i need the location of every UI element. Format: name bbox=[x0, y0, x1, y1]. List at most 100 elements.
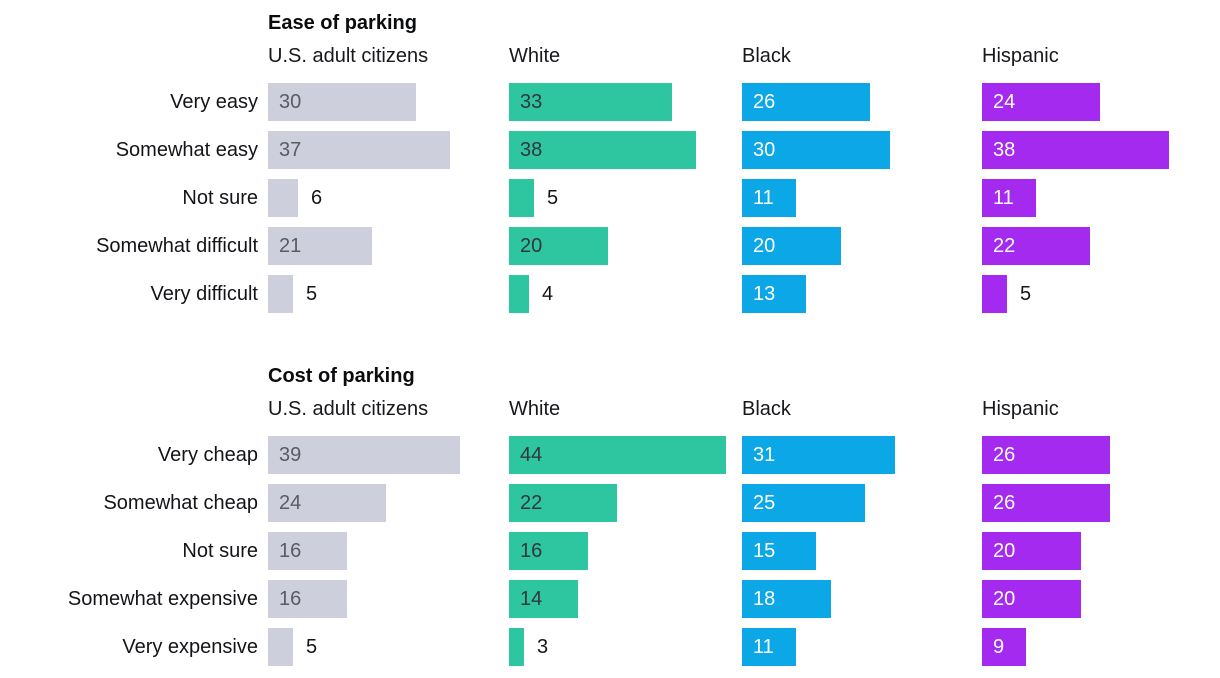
bar-value: 4 bbox=[542, 283, 554, 305]
bar-value: 20 bbox=[753, 235, 776, 257]
bar-black-somewhat-difficult: 20 bbox=[742, 227, 841, 265]
bar-hispanic-not-sure: 20 bbox=[982, 532, 1081, 570]
chart-title: Cost of parking bbox=[268, 365, 415, 387]
bar-value: 16 bbox=[279, 540, 302, 562]
bar-value: 20 bbox=[993, 540, 1016, 562]
column-header-black: Black bbox=[742, 45, 791, 67]
bar-u-s-adult-citizens-somewhat-expensive: 16 bbox=[268, 580, 347, 618]
bar-value: 13 bbox=[753, 283, 776, 305]
bar-value: 33 bbox=[520, 91, 543, 113]
bar-value: 16 bbox=[520, 540, 543, 562]
chart-title: Ease of parking bbox=[268, 12, 417, 34]
bar-white-somewhat-easy: 38 bbox=[509, 131, 696, 169]
bar-value: 18 bbox=[753, 588, 776, 610]
bar-hispanic-somewhat-expensive: 20 bbox=[982, 580, 1081, 618]
bar-hispanic-somewhat-difficult: 22 bbox=[982, 227, 1090, 265]
column-header-white: White bbox=[509, 45, 561, 67]
bar-black-very-difficult: 13 bbox=[742, 275, 806, 313]
category-label-very-cheap: Very cheap bbox=[157, 444, 258, 466]
category-label-somewhat-difficult: Somewhat difficult bbox=[96, 235, 258, 257]
bar-black-very-expensive: 11 bbox=[742, 628, 796, 666]
bar-value: 15 bbox=[753, 540, 776, 562]
column-header-black: Black bbox=[742, 398, 791, 420]
category-label-somewhat-cheap: Somewhat cheap bbox=[103, 492, 258, 514]
category-label-not-sure: Not sure bbox=[182, 540, 258, 562]
category-label-not-sure: Not sure bbox=[182, 187, 258, 209]
bar-value: 30 bbox=[279, 91, 302, 113]
column-header-white: White bbox=[509, 398, 561, 420]
bar-hispanic-somewhat-easy: 38 bbox=[982, 131, 1169, 169]
bar-white-somewhat-cheap: 22 bbox=[509, 484, 617, 522]
column-header-u-s-adult-citizens: U.S. adult citizens bbox=[268, 398, 429, 420]
bar-u-s-adult-citizens-not-sure: 16 bbox=[268, 532, 347, 570]
bar-value: 25 bbox=[753, 492, 776, 514]
bar-value: 38 bbox=[520, 139, 543, 161]
bar-black-somewhat-cheap: 25 bbox=[742, 484, 865, 522]
bar-white-somewhat-difficult: 20 bbox=[509, 227, 608, 265]
bar-value: 5 bbox=[306, 636, 318, 658]
bar-hispanic-very-expensive: 9 bbox=[982, 628, 1026, 666]
bar-hispanic-very-easy: 24 bbox=[982, 83, 1100, 121]
bar-black-somewhat-expensive: 18 bbox=[742, 580, 831, 618]
category-label-somewhat-easy: Somewhat easy bbox=[115, 139, 258, 161]
bar-value: 22 bbox=[520, 492, 543, 514]
category-label-very-expensive: Very expensive bbox=[122, 636, 258, 658]
bar-value: 26 bbox=[753, 91, 776, 113]
column-header-hispanic: Hispanic bbox=[982, 398, 1059, 420]
bar-u-s-adult-citizens-very-easy: 30 bbox=[268, 83, 416, 121]
bar-value: 20 bbox=[993, 588, 1016, 610]
bar-value: 9 bbox=[993, 636, 1005, 658]
bar-value: 5 bbox=[547, 187, 559, 209]
bar-value: 11 bbox=[753, 636, 774, 658]
bar-white-somewhat-expensive: 14 bbox=[509, 580, 578, 618]
bar-white-not-sure bbox=[509, 179, 534, 217]
bar-u-s-adult-citizens-somewhat-cheap: 24 bbox=[268, 484, 386, 522]
bar-white-very-easy: 33 bbox=[509, 83, 672, 121]
bar-value: 16 bbox=[279, 588, 302, 610]
bar-value: 24 bbox=[993, 91, 1016, 113]
bar-black-very-easy: 26 bbox=[742, 83, 870, 121]
bar-value: 11 bbox=[753, 187, 774, 209]
bar-hispanic-not-sure: 11 bbox=[982, 179, 1036, 217]
bar-hispanic-very-difficult bbox=[982, 275, 1007, 313]
bar-black-very-cheap: 31 bbox=[742, 436, 895, 474]
column-header-hispanic: Hispanic bbox=[982, 45, 1059, 67]
bar-u-s-adult-citizens-somewhat-easy: 37 bbox=[268, 131, 450, 169]
bar-value: 11 bbox=[993, 187, 1014, 209]
bar-value: 5 bbox=[306, 283, 318, 305]
bar-u-s-adult-citizens-not-sure bbox=[268, 179, 298, 217]
bar-value: 20 bbox=[520, 235, 543, 257]
bar-value: 21 bbox=[279, 235, 302, 257]
bar-value: 14 bbox=[520, 588, 543, 610]
bar-value: 39 bbox=[279, 444, 302, 466]
chart-cost-of-parking: Cost of parking U.S. adult citizens White… bbox=[0, 365, 1220, 677]
bar-value: 26 bbox=[993, 492, 1016, 514]
bar-white-not-sure: 16 bbox=[509, 532, 588, 570]
bar-u-s-adult-citizens-somewhat-difficult: 21 bbox=[268, 227, 372, 265]
bar-value: 38 bbox=[993, 139, 1016, 161]
bar-u-s-adult-citizens-very-cheap: 39 bbox=[268, 436, 460, 474]
bar-value: 44 bbox=[520, 444, 543, 466]
bar-u-s-adult-citizens-very-difficult bbox=[268, 275, 293, 313]
column-header-u-s-adult-citizens: U.S. adult citizens bbox=[268, 45, 429, 67]
bar-value: 6 bbox=[311, 187, 323, 209]
chart-ease-of-parking: Ease of parking U.S. adult citizens White… bbox=[0, 12, 1220, 324]
bar-value: 30 bbox=[753, 139, 776, 161]
bar-value: 3 bbox=[537, 636, 549, 658]
bar-hispanic-somewhat-cheap: 26 bbox=[982, 484, 1110, 522]
category-label-somewhat-expensive: Somewhat expensive bbox=[67, 588, 258, 610]
bar-value: 24 bbox=[279, 492, 302, 514]
bar-u-s-adult-citizens-very-expensive bbox=[268, 628, 293, 666]
bar-value: 5 bbox=[1020, 283, 1032, 305]
category-label-very-difficult: Very difficult bbox=[150, 283, 258, 305]
bar-value: 37 bbox=[279, 139, 302, 161]
bar-value: 26 bbox=[993, 444, 1016, 466]
bar-white-very-difficult bbox=[509, 275, 529, 313]
bar-white-very-expensive bbox=[509, 628, 524, 666]
bar-black-not-sure: 15 bbox=[742, 532, 816, 570]
bar-black-not-sure: 11 bbox=[742, 179, 796, 217]
category-label-very-easy: Very easy bbox=[170, 91, 258, 113]
bar-value: 31 bbox=[753, 444, 776, 466]
bar-white-very-cheap: 44 bbox=[509, 436, 726, 474]
